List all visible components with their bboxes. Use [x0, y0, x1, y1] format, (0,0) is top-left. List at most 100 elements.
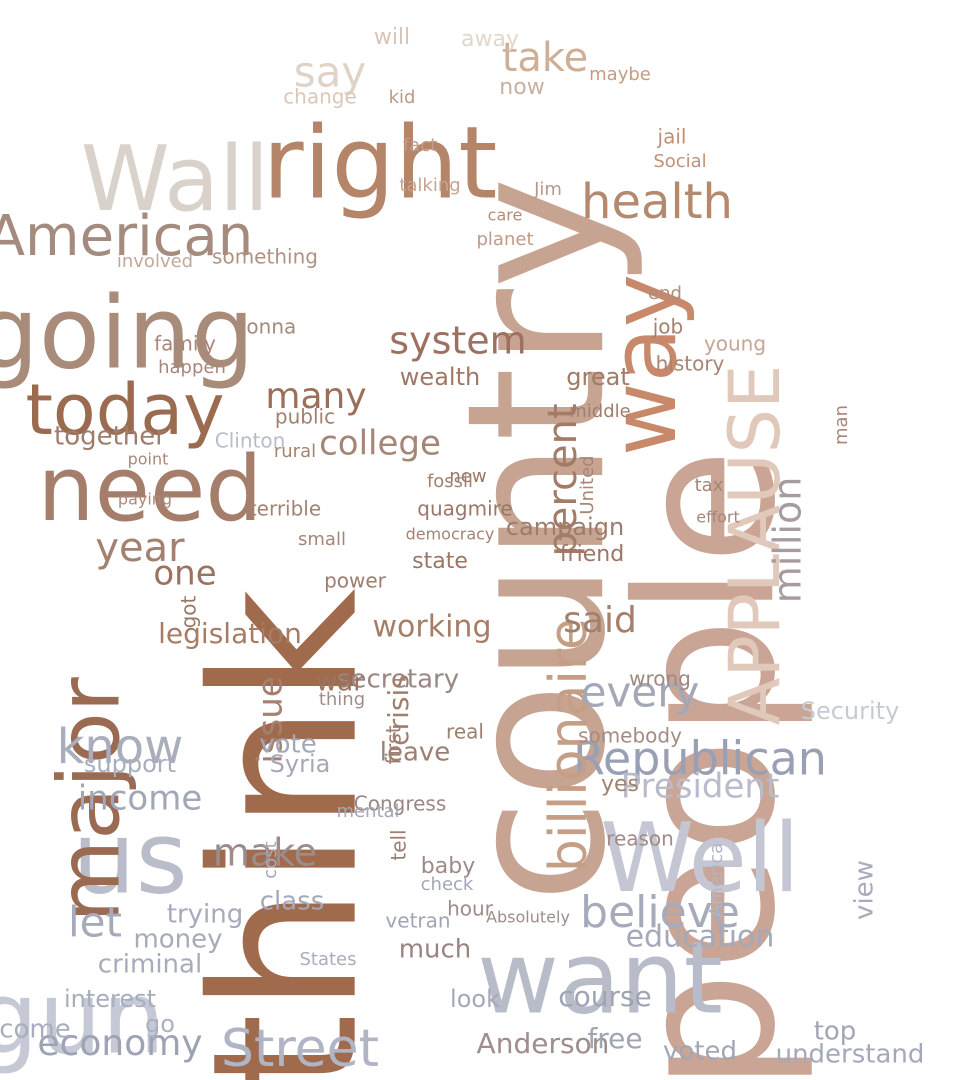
word-think: think — [170, 588, 403, 1080]
word-wall: Wall — [81, 127, 269, 232]
word-great: great — [566, 363, 629, 391]
word-country: country — [426, 177, 647, 904]
word-middle: middle — [569, 401, 630, 422]
word-absolutely: Absolutely — [486, 908, 570, 927]
word-something: something — [212, 245, 318, 269]
word-will: will — [374, 25, 410, 50]
word-american: American — [0, 204, 253, 269]
word-reason: reason — [606, 827, 674, 851]
word-economy: economy — [37, 1023, 202, 1064]
word-united: United — [577, 455, 598, 514]
word-make: make — [213, 831, 317, 875]
word-got: got — [177, 595, 201, 628]
word-many: many — [265, 376, 366, 417]
word-voted: voted — [663, 1037, 737, 1067]
word-criminal: criminal — [98, 950, 202, 980]
word-going: going — [0, 274, 255, 391]
word-security: Security — [801, 697, 900, 725]
word-somebody: somebody — [578, 724, 682, 748]
word-first: first — [382, 725, 406, 764]
word-look: look — [450, 985, 500, 1013]
word-income: income — [78, 779, 203, 819]
word-legislation: legislation — [158, 617, 302, 650]
word-tax: tax — [695, 475, 724, 496]
word-right: right — [263, 104, 498, 221]
word-fact: fact — [403, 135, 437, 156]
word-talking: talking — [399, 175, 460, 196]
word-course: course — [558, 980, 652, 1013]
word-away: away — [461, 27, 519, 52]
word-one: one — [153, 554, 216, 594]
word-crisis: crisis — [382, 674, 415, 746]
word-every: every — [581, 668, 700, 717]
word-rural: rural — [274, 441, 316, 462]
word-trying: trying — [167, 900, 243, 930]
word-syria: Syria — [270, 750, 331, 778]
word-anderson: Anderson — [477, 1027, 610, 1060]
word-much: much — [399, 935, 472, 965]
word-states: States — [299, 949, 356, 970]
word-us: us — [72, 799, 187, 916]
word-well: Well — [600, 804, 800, 914]
word-campaign: campaign — [506, 513, 624, 541]
word-believe: believe — [580, 887, 740, 938]
word-secretary: secretary — [337, 665, 459, 695]
word-care: care — [488, 206, 523, 225]
word-cost: cost — [260, 841, 281, 878]
word-vote: vote — [259, 730, 316, 760]
word-percent: percent — [540, 403, 586, 556]
word-issue: issue — [251, 676, 291, 763]
word-jim: Jim — [533, 179, 562, 200]
word-thing: thing — [319, 689, 365, 710]
word-want: want — [477, 919, 723, 1036]
word-small: small — [298, 529, 346, 550]
word-family: family — [154, 332, 216, 356]
word-gun: gun — [0, 959, 165, 1076]
word-clinton: Clinton — [215, 429, 286, 453]
word-happen: happen — [158, 357, 226, 378]
word-congress: Congress — [354, 792, 447, 816]
word-young: young — [704, 332, 766, 356]
word-new: new — [449, 466, 486, 487]
word-tell: tell — [387, 829, 411, 860]
word-real: real — [446, 720, 484, 744]
word-end: end — [648, 283, 682, 304]
word-billionaire: billionaire — [539, 618, 599, 872]
word-know: know — [57, 719, 184, 775]
word-system: system — [389, 319, 526, 363]
word-friend: friend — [560, 542, 624, 567]
word-people: people — [596, 448, 817, 1080]
word-president: President — [621, 767, 780, 807]
word-planet: planet — [477, 229, 534, 250]
word-free: free — [587, 1022, 642, 1055]
word-point: point — [128, 450, 169, 469]
word-street: Street — [221, 1019, 379, 1079]
word-understand: understand — [776, 1040, 925, 1070]
word-together: together — [54, 422, 166, 452]
word-now: now — [499, 75, 544, 100]
word-kid: kid — [389, 87, 416, 108]
word-college: college — [319, 424, 441, 464]
word-today: today — [25, 369, 224, 451]
word-job: job — [652, 315, 684, 339]
word-working: working — [373, 610, 492, 645]
word-let: let — [68, 898, 122, 947]
word-wealth: wealth — [400, 363, 480, 391]
word-major: major — [40, 677, 139, 923]
word-jail: jail — [657, 125, 687, 149]
word-interest: interest — [64, 985, 156, 1013]
word-health: health — [581, 174, 733, 230]
word-maybe: maybe — [589, 64, 651, 85]
word-million: million — [766, 477, 810, 604]
word-effort: effort — [696, 508, 740, 527]
word-paying: paying — [118, 490, 172, 509]
word-top: top — [814, 1017, 857, 1047]
word-gonna: gonna — [234, 315, 297, 339]
word-check: check — [421, 874, 474, 895]
word-mental: mental — [336, 801, 399, 822]
word-way: way — [592, 274, 697, 456]
word-republican: Republican — [573, 732, 827, 786]
word-leave: leave — [380, 738, 451, 768]
